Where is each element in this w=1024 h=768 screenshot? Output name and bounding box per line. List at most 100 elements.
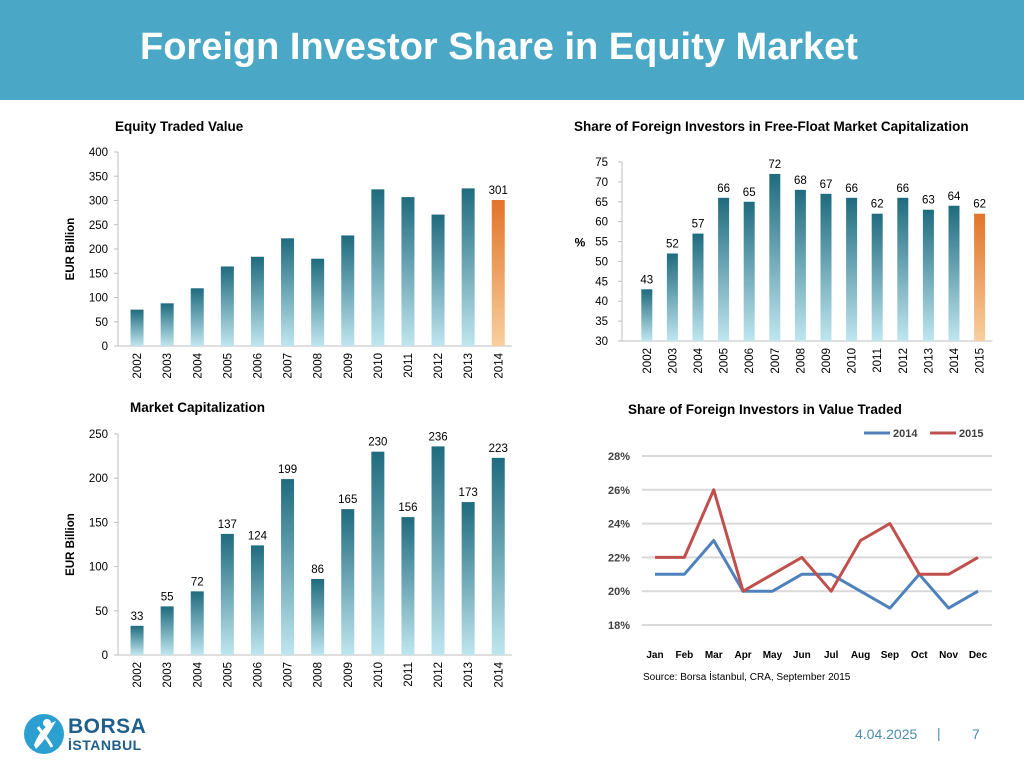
x-tick-label-jan: Jan xyxy=(646,650,663,661)
y-tick-label: 70 xyxy=(595,177,608,189)
data-label-2014: 64 xyxy=(948,191,961,203)
y-tick-label: 35 xyxy=(595,316,608,328)
x-tick-label-2012: 2012 xyxy=(433,353,445,379)
y-tick-label: 0 xyxy=(102,341,108,353)
data-label-2009: 165 xyxy=(338,494,357,506)
legend-label-2015: 2015 xyxy=(959,428,983,440)
bar-2011 xyxy=(401,517,415,655)
x-tick-label-2013: 2013 xyxy=(463,662,475,688)
chart-title: Share of Foreign Investors in Value Trad… xyxy=(628,402,902,417)
y-tick-label: 250 xyxy=(89,429,108,441)
bar-2009 xyxy=(341,235,355,346)
x-tick-label-2004: 2004 xyxy=(192,352,204,378)
chart-title: Equity Traded Value xyxy=(115,119,244,134)
bar-2008 xyxy=(311,258,325,346)
bar-2014 xyxy=(491,200,505,346)
x-tick-label-2003: 2003 xyxy=(162,662,174,688)
y-tick-label: 0 xyxy=(102,650,108,662)
y-tick-label: 55 xyxy=(595,237,608,249)
bar-2007 xyxy=(769,173,781,341)
bar-2002 xyxy=(130,625,144,655)
y-tick-label: 20% xyxy=(608,586,630,598)
bar-2013 xyxy=(461,502,475,655)
bar-2012 xyxy=(431,214,445,346)
x-tick-label-mar: Mar xyxy=(705,650,723,661)
equity-traded-value-chart: Equity Traded Value 0 50 100 150 200 250 300 350… xyxy=(65,119,512,379)
x-tick-label-2010: 2010 xyxy=(373,353,385,379)
legend-label-2014: 2014 xyxy=(893,428,918,440)
x-tick-label-2014: 2014 xyxy=(493,352,505,378)
bar-2004 xyxy=(190,591,204,655)
data-label-2007: 72 xyxy=(768,159,781,171)
bar-2005 xyxy=(220,533,234,655)
bar-2015 xyxy=(974,213,986,341)
page-number: 7 xyxy=(972,726,980,742)
x-tick-label-2005: 2005 xyxy=(719,348,731,374)
bar-2014 xyxy=(491,457,505,655)
header-banner: Foreign Investor Share in Equity Market xyxy=(0,0,1024,100)
x-tick-label-jul: Jul xyxy=(824,650,839,661)
data-label-2014: 301 xyxy=(489,185,508,197)
x-tick-label-2005: 2005 xyxy=(222,662,234,688)
data-label-2012: 236 xyxy=(428,431,447,443)
x-tick-label-sep: Sep xyxy=(881,650,899,661)
logo-text-borsa: BORSA xyxy=(68,715,147,738)
y-tick-label: 400 xyxy=(89,147,108,159)
x-tick-label-oct: Oct xyxy=(911,650,928,661)
y-tick-label: 60 xyxy=(595,217,608,229)
x-tick-label-2003: 2003 xyxy=(162,353,174,379)
x-tick-label-2008: 2008 xyxy=(795,348,807,374)
data-label-2003: 52 xyxy=(666,238,679,250)
bar-2003 xyxy=(666,253,678,341)
data-label-2004: 72 xyxy=(191,576,204,588)
data-label-2012: 66 xyxy=(896,183,909,195)
bar-2006 xyxy=(250,545,264,655)
data-label-2006: 124 xyxy=(248,530,268,542)
y-tick-label: 30 xyxy=(595,336,608,348)
x-tick-label-2012: 2012 xyxy=(433,662,445,688)
x-tick-label-apr: Apr xyxy=(734,650,751,661)
data-label-2007: 199 xyxy=(278,464,297,476)
x-tick-label-2009: 2009 xyxy=(821,348,833,374)
bar-2013 xyxy=(922,209,934,341)
bar-2004 xyxy=(190,288,204,346)
free-float-share-chart: Share of Foreign Investors in Free-Float… xyxy=(574,119,993,374)
y-tick-label: 300 xyxy=(89,196,108,208)
y-tick-label: 26% xyxy=(608,485,630,497)
y-tick-label: 350 xyxy=(89,171,108,183)
x-tick-label-nov: Nov xyxy=(939,650,958,661)
y-tick-label: 65 xyxy=(595,197,608,209)
bar-2008 xyxy=(794,189,806,341)
x-tick-label-2014: 2014 xyxy=(493,661,505,687)
x-tick-label-aug: Aug xyxy=(851,650,870,661)
chart-title: Share of Foreign Investors in Free-Float… xyxy=(574,119,969,134)
x-tick-label-2011: 2011 xyxy=(872,348,884,373)
y-tick-label: 22% xyxy=(608,552,630,564)
logo-text-istanbul: İSTANBUL xyxy=(68,737,142,753)
x-tick-label-2011: 2011 xyxy=(403,353,415,378)
bar-2009 xyxy=(820,193,832,341)
x-tick-label-may: May xyxy=(763,650,783,661)
x-tick-label-2004: 2004 xyxy=(192,661,204,687)
x-tick-label-2013: 2013 xyxy=(463,353,475,379)
x-tick-label-jun: Jun xyxy=(793,650,811,661)
y-tick-label: 250 xyxy=(89,220,108,232)
bar-2002 xyxy=(130,309,144,346)
source-note: Source: Borsa İstanbul, CRA, September 2… xyxy=(643,672,851,683)
bar-2010 xyxy=(371,451,385,655)
data-label-2013: 63 xyxy=(922,195,935,207)
x-tick-label-2006: 2006 xyxy=(252,662,264,688)
bar-2008 xyxy=(311,578,325,655)
bar-2014 xyxy=(948,205,960,341)
y-tick-label: 50 xyxy=(595,256,608,268)
bar-2012 xyxy=(431,446,445,655)
x-tick-label-2010: 2010 xyxy=(847,348,859,374)
x-tick-label-2014: 2014 xyxy=(949,347,961,373)
data-label-2002: 43 xyxy=(640,274,653,286)
x-tick-label-2008: 2008 xyxy=(313,662,325,688)
y-tick-label: 75 xyxy=(595,157,608,169)
x-tick-label-feb: Feb xyxy=(675,650,693,661)
y-tick-label: 40 xyxy=(595,296,608,308)
data-label-2002: 33 xyxy=(131,611,144,623)
bar-2007 xyxy=(281,479,295,655)
